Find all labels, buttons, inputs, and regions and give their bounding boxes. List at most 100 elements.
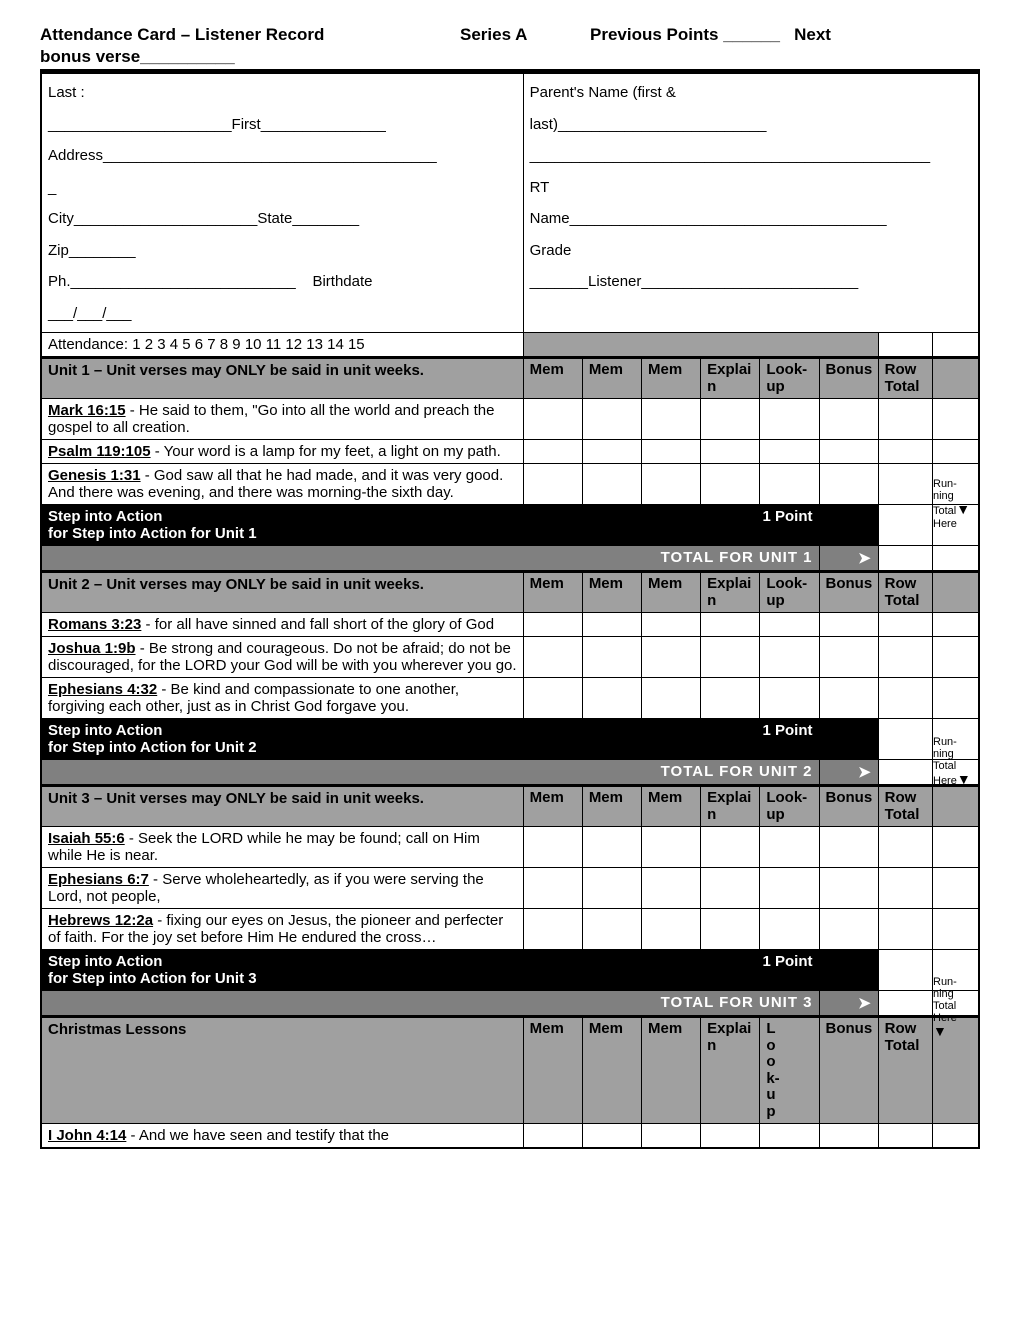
- point-cell[interactable]: [582, 399, 641, 440]
- point-cell[interactable]: [641, 1124, 700, 1149]
- point-cell[interactable]: [641, 827, 700, 868]
- point-cell[interactable]: [760, 440, 819, 464]
- point-cell[interactable]: [933, 678, 979, 719]
- point-cell[interactable]: [582, 868, 641, 909]
- point-cell[interactable]: [701, 909, 760, 950]
- verse-row: Genesis 1:31 - God saw all that he had m…: [41, 464, 979, 505]
- point-cell[interactable]: [641, 909, 700, 950]
- action-blank-1: [819, 719, 878, 760]
- point-cell[interactable]: [582, 909, 641, 950]
- unit-total-extra[interactable]: [933, 546, 979, 572]
- point-cell[interactable]: [933, 440, 979, 464]
- point-cell[interactable]: [760, 399, 819, 440]
- point-cell[interactable]: [819, 678, 878, 719]
- point-cell[interactable]: [760, 678, 819, 719]
- point-cell[interactable]: [523, 868, 582, 909]
- point-cell[interactable]: [582, 637, 641, 678]
- point-cell[interactable]: [701, 637, 760, 678]
- city-state-line: City______________________State________: [48, 210, 359, 227]
- point-cell[interactable]: [819, 464, 878, 505]
- verse-row: Isaiah 55:6 - Seek the LORD while he may…: [41, 827, 979, 868]
- point-cell[interactable]: [641, 868, 700, 909]
- point-cell[interactable]: [878, 1124, 933, 1149]
- point-cell[interactable]: [760, 637, 819, 678]
- point-cell[interactable]: [582, 827, 641, 868]
- point-cell[interactable]: [701, 613, 760, 637]
- point-cell[interactable]: [582, 440, 641, 464]
- point-cell[interactable]: [582, 613, 641, 637]
- unit-total-cell[interactable]: [878, 991, 933, 1017]
- point-cell[interactable]: [523, 678, 582, 719]
- point-cell[interactable]: [523, 827, 582, 868]
- point-cell[interactable]: [933, 1124, 979, 1149]
- point-cell[interactable]: [523, 464, 582, 505]
- point-cell[interactable]: [933, 827, 979, 868]
- point-cell[interactable]: [819, 637, 878, 678]
- point-cell[interactable]: [641, 613, 700, 637]
- point-cell[interactable]: [878, 440, 933, 464]
- point-cell[interactable]: [760, 464, 819, 505]
- point-cell[interactable]: [701, 868, 760, 909]
- point-cell[interactable]: [582, 678, 641, 719]
- point-cell[interactable]: [760, 868, 819, 909]
- point-cell[interactable]: [701, 678, 760, 719]
- verse-ref: Joshua 1:9b: [48, 640, 136, 657]
- point-cell[interactable]: [701, 464, 760, 505]
- point-cell[interactable]: [582, 1124, 641, 1149]
- point-cell[interactable]: [523, 1124, 582, 1149]
- verse-cell: Genesis 1:31 - God saw all that he had m…: [41, 464, 523, 505]
- point-cell[interactable]: [701, 1124, 760, 1149]
- point-cell[interactable]: [878, 399, 933, 440]
- col-bonus: Bonus: [819, 1018, 878, 1124]
- point-cell[interactable]: [760, 909, 819, 950]
- verse-ref: I John 4:14: [48, 1127, 126, 1144]
- point-cell[interactable]: [819, 909, 878, 950]
- point-cell[interactable]: [878, 613, 933, 637]
- point-cell[interactable]: [760, 613, 819, 637]
- point-cell[interactable]: [878, 637, 933, 678]
- action-total-cell[interactable]: [878, 719, 933, 760]
- point-cell[interactable]: [933, 399, 979, 440]
- point-cell[interactable]: [701, 399, 760, 440]
- point-cell[interactable]: [523, 637, 582, 678]
- point-cell[interactable]: [641, 464, 700, 505]
- col-row-total: Row Total: [878, 787, 933, 827]
- point-cell[interactable]: [819, 613, 878, 637]
- point-cell[interactable]: [878, 464, 933, 505]
- point-cell[interactable]: [933, 909, 979, 950]
- point-cell[interactable]: [878, 868, 933, 909]
- point-cell[interactable]: [819, 868, 878, 909]
- point-cell[interactable]: [819, 827, 878, 868]
- point-cell[interactable]: [582, 464, 641, 505]
- info-left-cell[interactable]: Last : ______________________First______…: [41, 73, 523, 333]
- point-cell[interactable]: [878, 909, 933, 950]
- point-cell[interactable]: [523, 909, 582, 950]
- point-cell[interactable]: [819, 399, 878, 440]
- point-cell[interactable]: [878, 678, 933, 719]
- unit-extra-head: [933, 787, 979, 827]
- point-cell[interactable]: [933, 613, 979, 637]
- point-cell[interactable]: [641, 399, 700, 440]
- rt-name-line: Name____________________________________…: [530, 210, 887, 227]
- point-cell[interactable]: [878, 827, 933, 868]
- point-cell[interactable]: [819, 1124, 878, 1149]
- action-total-cell[interactable]: [878, 950, 933, 991]
- point-cell[interactable]: [760, 827, 819, 868]
- info-right-cell[interactable]: Parent's Name (first & last)____________…: [523, 73, 979, 333]
- point-cell[interactable]: [701, 440, 760, 464]
- point-cell[interactable]: [641, 440, 700, 464]
- point-cell[interactable]: [760, 1124, 819, 1149]
- point-cell[interactable]: [523, 440, 582, 464]
- point-cell[interactable]: [933, 637, 979, 678]
- point-cell[interactable]: [523, 613, 582, 637]
- point-cell[interactable]: [523, 399, 582, 440]
- action-total-cell[interactable]: [878, 505, 933, 546]
- point-cell[interactable]: [641, 678, 700, 719]
- attendance-cell[interactable]: Attendance: 1 2 3 4 5 6 7 8 9 10 11 12 1…: [41, 333, 523, 358]
- point-cell[interactable]: [933, 868, 979, 909]
- point-cell[interactable]: [819, 440, 878, 464]
- point-cell[interactable]: [701, 827, 760, 868]
- unit-total-cell[interactable]: [878, 760, 933, 786]
- point-cell[interactable]: [641, 637, 700, 678]
- unit-total-cell[interactable]: [878, 546, 933, 572]
